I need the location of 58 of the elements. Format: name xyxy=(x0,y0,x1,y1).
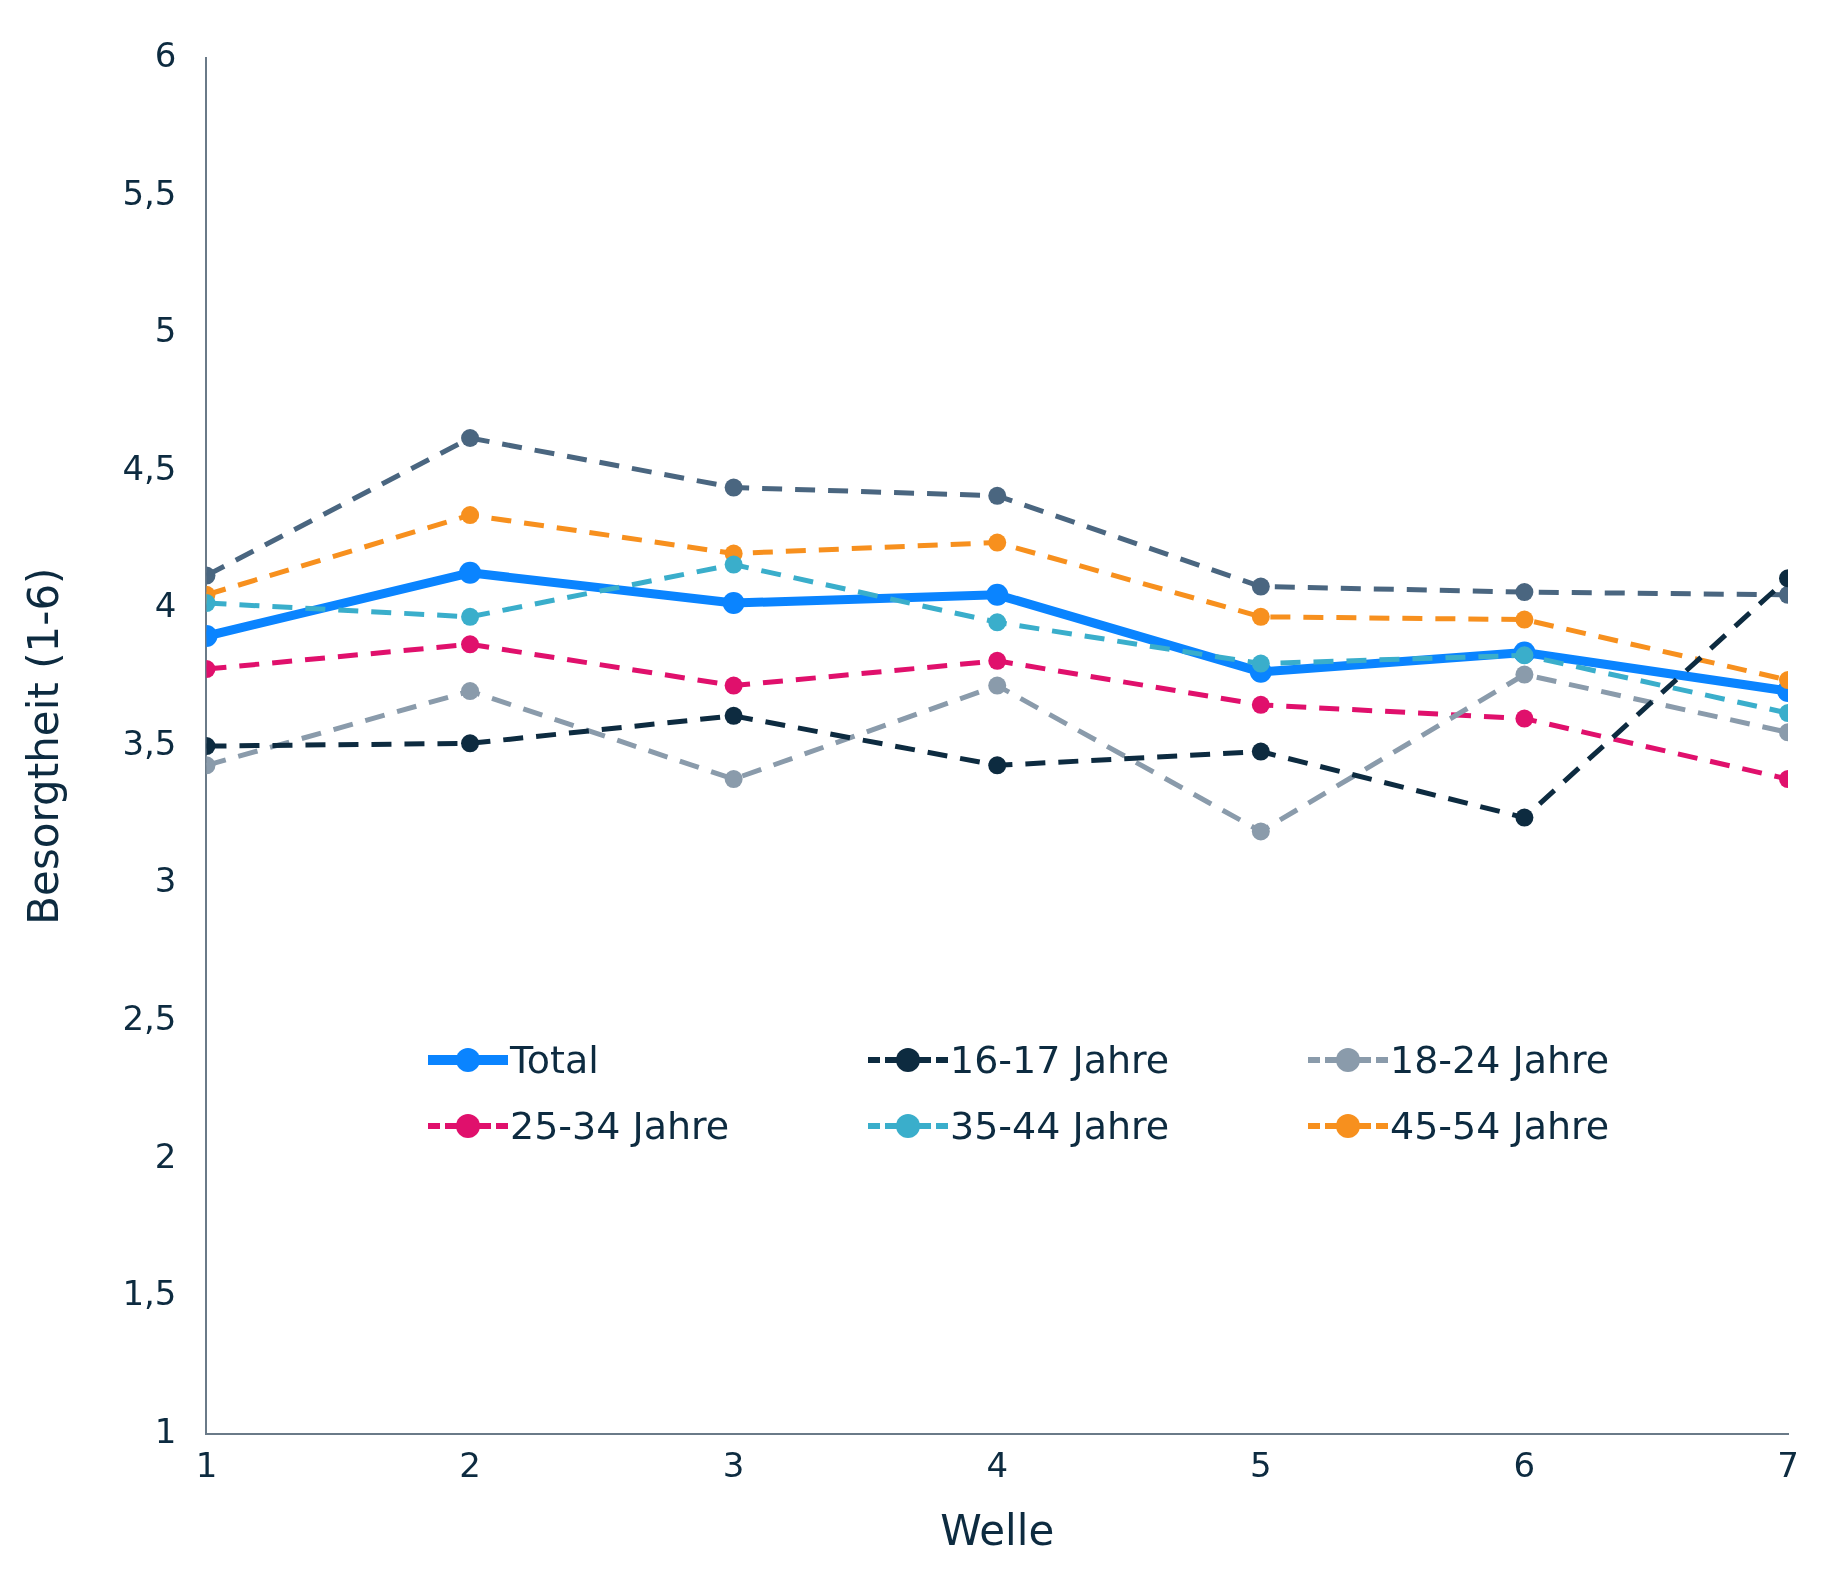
point xyxy=(988,756,1007,775)
y-tick-label: 3 xyxy=(154,860,177,901)
point xyxy=(988,676,1007,695)
y-tick-label: 5,5 xyxy=(122,172,177,213)
point xyxy=(461,734,480,753)
legend-label: 35-44 Jahre xyxy=(950,1104,1170,1148)
y-tick-label: 3,5 xyxy=(122,722,177,763)
point xyxy=(461,607,480,626)
point xyxy=(459,561,482,584)
point xyxy=(1251,695,1270,714)
point xyxy=(1515,610,1534,629)
x-tick-label: 7 xyxy=(1777,1445,1799,1486)
y-axis-title: Besorgtheit (1-6) xyxy=(19,567,69,925)
x-tick-label: 4 xyxy=(986,1445,1009,1486)
y-tick-label: 2 xyxy=(154,1135,177,1176)
x-tick-label: 5 xyxy=(1250,1445,1272,1486)
point xyxy=(724,770,743,789)
point xyxy=(1251,822,1270,841)
y-tick-label: 4 xyxy=(154,585,177,626)
point xyxy=(1251,654,1270,673)
legend-label: 18-24 Jahre xyxy=(1390,1038,1610,1082)
legend-label: 25-34 Jahre xyxy=(510,1104,730,1148)
point xyxy=(461,429,480,448)
x-tick-label: 6 xyxy=(1513,1445,1536,1486)
x-tick-label: 3 xyxy=(722,1445,745,1486)
point xyxy=(724,478,743,497)
point xyxy=(724,676,743,695)
point xyxy=(1515,583,1534,602)
point xyxy=(988,486,1007,505)
y-tick-label: 4,5 xyxy=(122,447,177,488)
y-tick-label: 1 xyxy=(154,1410,177,1451)
point xyxy=(1515,665,1534,684)
point xyxy=(986,583,1009,606)
y-tick-label: 5 xyxy=(154,310,177,351)
legend-label: 45-54 Jahre xyxy=(1390,1104,1610,1148)
legend-label: 16-17 Jahre xyxy=(950,1038,1170,1082)
y-tick-label: 1,5 xyxy=(122,1273,177,1314)
point xyxy=(1515,646,1534,665)
x-tick-label: 2 xyxy=(459,1445,481,1486)
x-tick-label: 1 xyxy=(195,1445,218,1486)
point xyxy=(988,613,1007,632)
point xyxy=(461,682,480,701)
point xyxy=(724,706,743,725)
point xyxy=(1515,709,1534,728)
point xyxy=(988,533,1007,552)
point xyxy=(461,635,480,654)
point xyxy=(724,555,743,574)
point xyxy=(1251,607,1270,626)
y-tick-label: 2,5 xyxy=(122,998,177,1039)
point xyxy=(461,506,480,525)
point xyxy=(988,651,1007,670)
point xyxy=(1515,808,1534,827)
point xyxy=(722,592,745,615)
x-axis-title: Welle xyxy=(940,1505,1055,1555)
legend-label: Total xyxy=(510,1038,599,1082)
point xyxy=(1251,742,1270,761)
point xyxy=(1251,577,1270,596)
y-tick-label: 6 xyxy=(154,35,177,76)
